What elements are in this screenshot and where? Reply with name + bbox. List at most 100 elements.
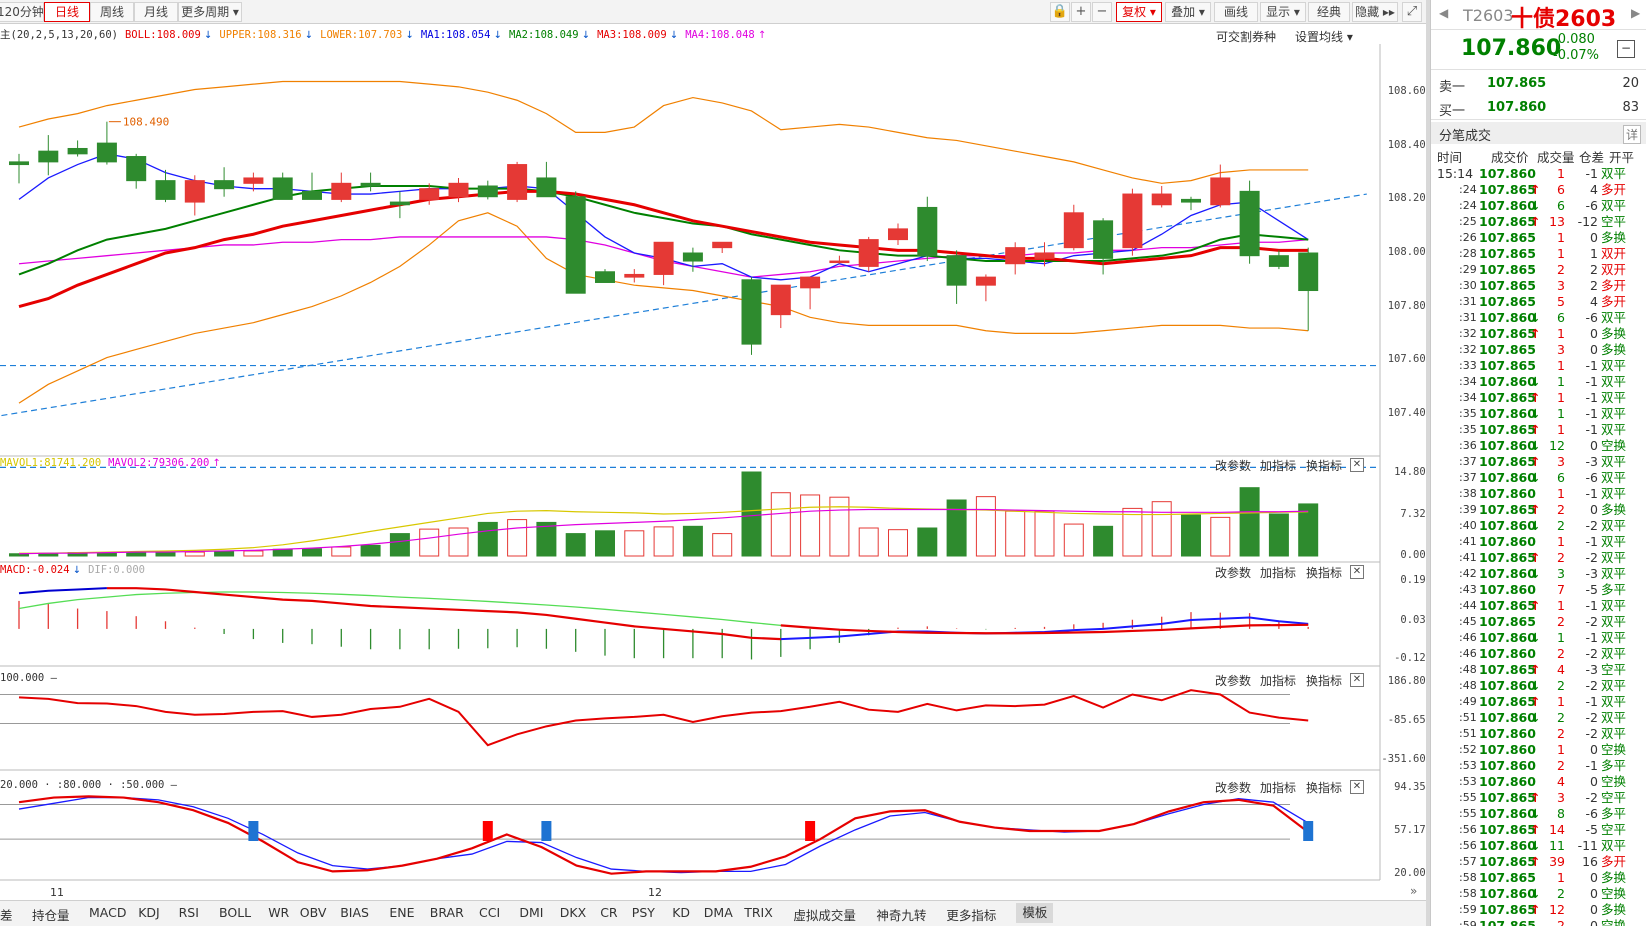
indicator-tab-7[interactable]: BIAS xyxy=(340,905,369,920)
modify-params-button[interactable]: 改参数 xyxy=(1215,781,1252,795)
next-contract-icon[interactable]: ▶ xyxy=(1631,6,1641,20)
tab-120min[interactable]: 120分钟 xyxy=(0,2,44,22)
volume-bar xyxy=(682,525,703,557)
indicator-tab-2[interactable]: KDJ xyxy=(138,905,160,920)
switch-indicator-button[interactable]: 换指标 xyxy=(1306,459,1343,473)
lock-icon[interactable]: 🔒 xyxy=(1050,2,1070,22)
tick-time: :53 xyxy=(1459,759,1477,772)
tick-price: 107.860 xyxy=(1479,726,1536,741)
zoom-in-icon[interactable]: + xyxy=(1071,2,1091,22)
tick-time: :51 xyxy=(1459,711,1477,724)
overlay-button[interactable]: 叠加 ▾ xyxy=(1165,2,1211,22)
tick-volume: 2 xyxy=(1557,518,1565,533)
switch-indicator-button[interactable]: 换指标 xyxy=(1306,781,1343,795)
mavol1-line xyxy=(19,506,1309,554)
indicator-tab-10[interactable]: CCI xyxy=(479,905,501,920)
indicator-tab-14[interactable]: PSY xyxy=(631,905,655,920)
candle-body xyxy=(477,185,498,198)
expand-icon[interactable]: ⤢ xyxy=(1402,2,1422,22)
indicator-tab-19[interactable]: 神奇九转 xyxy=(876,908,927,923)
tick-volume: 11 xyxy=(1549,838,1565,853)
add-indicator-button[interactable]: 加指标 xyxy=(1260,459,1297,473)
close-panel-icon[interactable]: ✕ xyxy=(1350,780,1364,794)
indicator-tab-3[interactable]: RSI xyxy=(178,905,199,920)
volume-bar xyxy=(1122,507,1143,557)
hide-button[interactable]: 隐藏 ▸▸ xyxy=(1352,2,1398,22)
tick-price: 107.865 xyxy=(1479,790,1536,805)
indicator-tab-18[interactable]: 虚拟成交量 xyxy=(793,908,856,923)
tab-diff[interactable]: 差 xyxy=(0,908,13,923)
tick-volume: 6 xyxy=(1557,470,1565,485)
adjust-rights-button[interactable]: 复权 ▾ xyxy=(1116,2,1162,22)
close-panel-icon[interactable]: ✕ xyxy=(1350,458,1364,472)
tick-time: :55 xyxy=(1459,791,1477,804)
prev-contract-icon[interactable]: ◀ xyxy=(1439,6,1449,20)
add-indicator-button[interactable]: 加指标 xyxy=(1260,781,1297,795)
kline-chart[interactable]: 108.490 xyxy=(0,44,1430,894)
tick-oi-diff: 0 xyxy=(1590,742,1598,757)
indicator-tab-8[interactable]: ENE xyxy=(389,905,415,920)
tab-daily[interactable]: 日线 xyxy=(44,2,90,22)
down-arrow-icon: ↓ xyxy=(1530,886,1541,901)
indicator-tab-17[interactable]: TRIX xyxy=(744,905,773,920)
zoom-out-icon[interactable]: − xyxy=(1092,2,1112,22)
deliverable-bonds-button[interactable]: 可交割券种 xyxy=(1216,30,1277,44)
tick-open-close: 双平 xyxy=(1601,630,1627,645)
y-label-main: 108.600 xyxy=(1387,85,1432,98)
volume-bar xyxy=(302,548,322,557)
close-panel-icon[interactable]: ✕ xyxy=(1350,565,1364,579)
modify-params-button[interactable]: 改参数 xyxy=(1215,459,1252,473)
tick-oi-diff: -2 xyxy=(1585,726,1598,741)
tick-open-close: 双平 xyxy=(1601,310,1627,325)
tick-price: 107.865 xyxy=(1479,598,1536,613)
indicator-tab-13[interactable]: CR xyxy=(600,905,618,920)
tick-oi-diff: -5 xyxy=(1585,582,1598,597)
collapse-icon[interactable]: − xyxy=(1617,40,1635,58)
switch-indicator-button[interactable]: 换指标 xyxy=(1306,566,1343,580)
indicator-tab-16[interactable]: DMA xyxy=(703,905,733,920)
volume-bar xyxy=(477,521,498,557)
modify-params-button[interactable]: 改参数 xyxy=(1215,566,1252,580)
tick-open-close: 双平 xyxy=(1601,710,1627,725)
draw-line-button[interactable]: 画线 xyxy=(1214,2,1258,22)
indicator-tab-12[interactable]: DKX xyxy=(559,905,587,920)
indicator-tab-0[interactable]: 持仓量 xyxy=(32,908,70,923)
tick-price: 107.860 xyxy=(1479,310,1536,325)
indicator-tab-9[interactable]: BRAR xyxy=(429,905,464,920)
switch-indicator-button[interactable]: 换指标 xyxy=(1306,674,1343,688)
indicator-tab-4[interactable]: BOLL xyxy=(219,905,252,920)
tick-row: :32 107.865 3 0 多换 xyxy=(1431,342,1646,358)
tick-open-close: 多开 xyxy=(1601,854,1627,869)
y-label-kd: 94.350 xyxy=(1394,780,1432,793)
indicator-tab-11[interactable]: DMI xyxy=(519,905,544,920)
indicator-tab-1[interactable]: MACD xyxy=(89,905,127,920)
tick-time: :49 xyxy=(1459,695,1477,708)
y-label-main: 107.800 xyxy=(1387,299,1432,312)
display-button[interactable]: 显示 ▾ xyxy=(1260,2,1306,22)
candle-body xyxy=(712,241,733,249)
indicator-tab-5[interactable]: WR xyxy=(268,905,290,920)
up-arrow-icon: ↑ xyxy=(1530,182,1541,197)
add-indicator-button[interactable]: 加指标 xyxy=(1260,674,1297,688)
set-ma-button[interactable]: 设置均线 ▾ xyxy=(1295,30,1353,44)
tick-row: :35 107.860 ↓ 1 -1 双平 xyxy=(1431,406,1646,422)
indicator-tab-6[interactable]: OBV xyxy=(299,905,327,920)
tab-monthly[interactable]: 月线 xyxy=(134,2,178,22)
classic-button[interactable]: 经典 xyxy=(1308,2,1350,22)
tick-oi-diff: -2 xyxy=(1585,790,1598,805)
tab-weekly[interactable]: 周线 xyxy=(90,2,134,22)
scroll-right-icon[interactable]: » xyxy=(1410,884,1418,898)
tick-volume: 1 xyxy=(1557,166,1565,181)
tick-time: :51 xyxy=(1459,727,1477,740)
tick-price: 107.860 xyxy=(1479,646,1536,661)
tab-more-periods[interactable]: 更多周期 ▾ xyxy=(178,2,242,22)
indicator-tab-15[interactable]: KD xyxy=(672,905,691,920)
indicator-tab-20[interactable]: 更多指标 xyxy=(946,908,997,923)
add-indicator-button[interactable]: 加指标 xyxy=(1260,566,1297,580)
close-panel-icon[interactable]: ✕ xyxy=(1350,673,1364,687)
ticks-detail-button[interactable]: 详 xyxy=(1623,125,1642,144)
modify-params-button[interactable]: 改参数 xyxy=(1215,674,1252,688)
splitter[interactable] xyxy=(1426,0,1430,926)
indicator-tab-21[interactable]: 模板 xyxy=(1016,903,1054,923)
tick-volume: 6 xyxy=(1557,310,1565,325)
